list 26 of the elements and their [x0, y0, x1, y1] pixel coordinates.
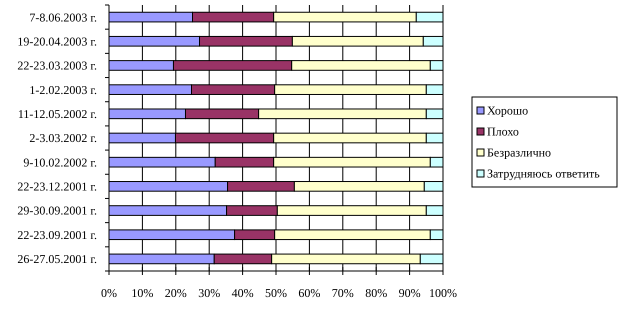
- legend-label: Безразлично: [487, 146, 552, 160]
- x-tick-label: 20%: [164, 286, 187, 300]
- x-tick-label: 60%: [298, 286, 320, 300]
- x-tick-label: 50%: [265, 286, 287, 300]
- legend-label: Затрудняюсь ответить: [487, 166, 600, 181]
- x-tick-label: 40%: [232, 286, 254, 300]
- y-tick-label: 26-27.05.2001 г.: [17, 252, 97, 266]
- y-tick-label: 22-23.12.2001 г.: [17, 180, 97, 194]
- y-tick-label: 7-8.06.2003 г.: [29, 10, 97, 24]
- x-tick-label: 30%: [198, 286, 220, 300]
- x-tick-label: 70%: [332, 286, 354, 300]
- legend-label: Плохо: [487, 124, 519, 139]
- y-tick-label: 22-23.03.2003 г.: [17, 58, 97, 73]
- x-tick-label: 10%: [131, 286, 154, 300]
- y-tick-label: 11-12.05.2002 г.: [18, 107, 97, 122]
- x-tick-label: 100%: [429, 286, 457, 300]
- y-tick-label: 22-23.09.2001 г.: [17, 228, 97, 242]
- x-tick-label: 80%: [365, 286, 388, 300]
- y-tick-label: 1-2.02.2003 г.: [29, 82, 97, 97]
- y-tick-label: 9-10.02.2002 г.: [23, 155, 97, 170]
- x-tick-label: 0%: [101, 286, 117, 300]
- y-tick-label: 19-20.04.2003 г.: [17, 34, 97, 48]
- legend-label: Хорошо: [487, 104, 528, 118]
- y-tick-label: 29-30.09.2001 г.: [17, 204, 97, 218]
- x-tick-label: 90%: [398, 286, 421, 300]
- y-tick-label: 2-3.03.2002 г.: [29, 131, 97, 146]
